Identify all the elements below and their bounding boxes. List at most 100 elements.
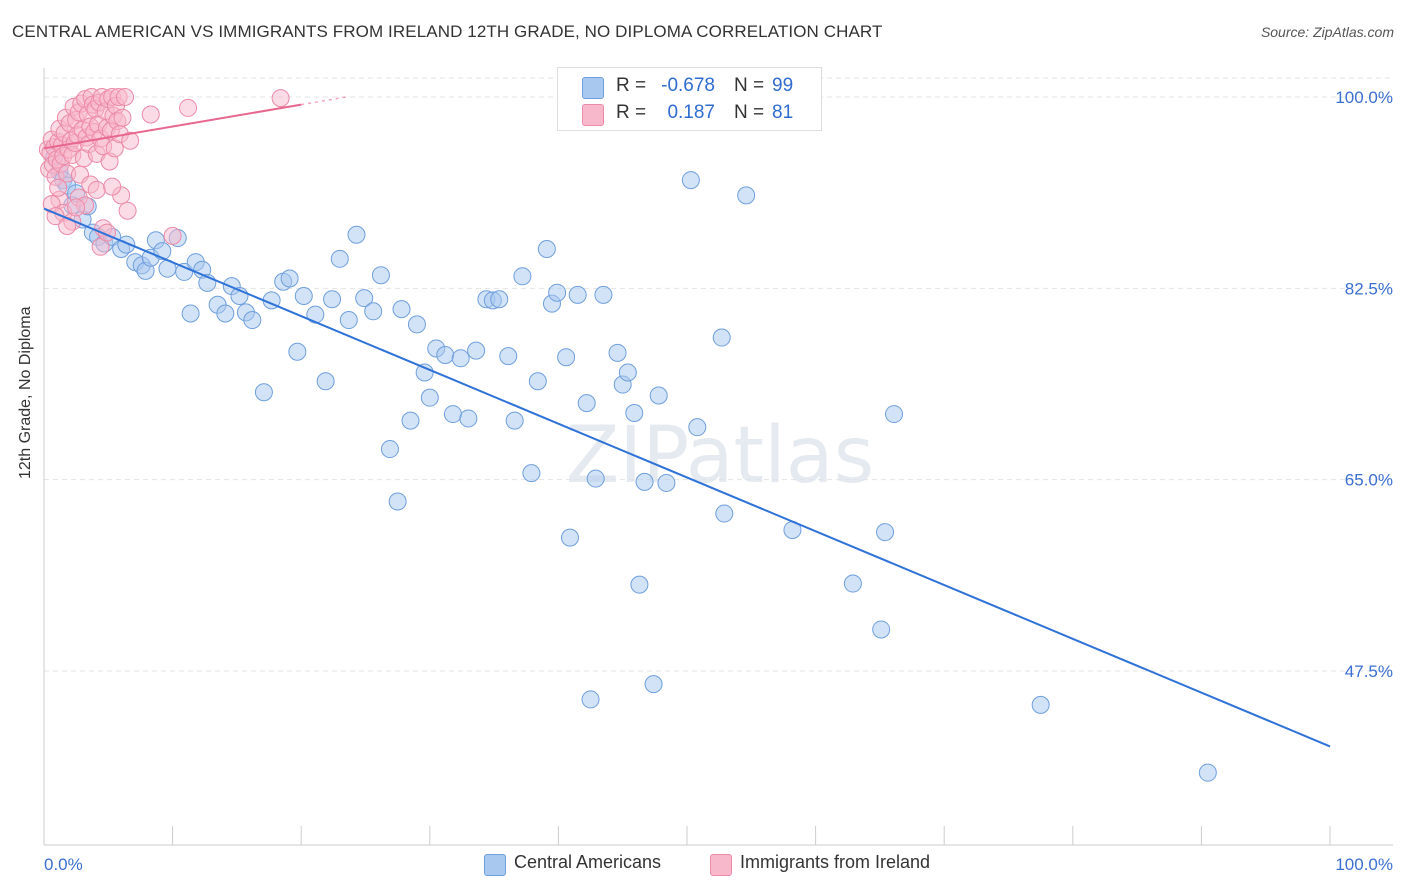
data-point <box>116 88 135 106</box>
data-point <box>467 341 486 360</box>
legend-swatch-blue <box>484 854 506 876</box>
data-point <box>103 177 122 196</box>
data-point <box>459 409 478 428</box>
legend-n-label: N = <box>734 102 765 123</box>
chart-title: CENTRAL AMERICAN VS IMMIGRANTS FROM IREL… <box>12 22 883 41</box>
legend-r-label: R = <box>616 75 647 96</box>
data-point <box>715 504 734 523</box>
data-point <box>179 98 198 117</box>
data-point <box>688 418 707 437</box>
data-point <box>644 675 663 694</box>
data-point <box>843 574 862 593</box>
data-point <box>288 342 307 361</box>
data-point <box>505 411 524 430</box>
legend-label: Central Americans <box>514 852 662 872</box>
data-point <box>216 304 235 323</box>
data-point <box>630 575 649 594</box>
data-point <box>407 315 426 334</box>
data-point <box>87 180 106 199</box>
data-point <box>330 249 349 268</box>
legend-n-value: 99 <box>772 75 794 96</box>
y-tick-label: 65.0% <box>1345 471 1393 490</box>
data-point <box>347 225 366 244</box>
data-point <box>737 186 756 205</box>
data-point <box>560 528 579 547</box>
data-point <box>443 405 462 424</box>
data-point <box>1031 695 1050 714</box>
x-tick-labels: 0.0% 100.0% <box>44 855 1393 874</box>
legend-swatch-blue <box>582 77 604 99</box>
grid-lines <box>44 77 1393 672</box>
data-point <box>401 411 420 430</box>
data-point <box>113 108 132 127</box>
data-point <box>175 262 194 281</box>
data-point <box>528 372 547 391</box>
data-point <box>618 363 637 382</box>
data-point <box>163 226 182 245</box>
data-point <box>681 171 700 190</box>
data-point <box>294 286 313 305</box>
legend-r-label: R = <box>616 102 647 123</box>
watermark: ZIPatlas <box>566 411 874 501</box>
data-point <box>451 349 470 368</box>
legend-label: Immigrants from Ireland <box>740 852 931 872</box>
data-point <box>876 523 895 542</box>
data-point <box>586 469 605 488</box>
data-point <box>522 464 541 483</box>
data-point <box>548 283 567 302</box>
data-point <box>271 89 290 108</box>
x-tick-label: 100.0% <box>1335 855 1393 874</box>
legend-swatch-pink <box>710 854 732 876</box>
correlation-legend: R = -0.678 N = 99 R = 0.187 N = 81 <box>557 67 822 131</box>
legend-n-label: N = <box>734 75 765 96</box>
data-point <box>380 440 399 459</box>
data-point <box>557 348 576 367</box>
y-tick-label: 47.5% <box>1345 662 1393 681</box>
legend-row-central-americans: R = -0.678 N = 99 <box>558 74 821 100</box>
data-point <box>577 394 596 413</box>
data-point <box>118 201 137 220</box>
data-point <box>513 267 532 286</box>
data-point <box>254 383 273 402</box>
x-tick-label: 0.0% <box>44 855 83 874</box>
trend-line-extension <box>301 96 347 106</box>
data-point <box>420 388 439 407</box>
data-point <box>388 492 407 511</box>
legend-n-value: 81 <box>772 102 794 123</box>
data-point <box>355 289 374 308</box>
data-point <box>537 239 556 258</box>
legend-swatch-pink <box>582 104 604 126</box>
data-point <box>141 105 160 124</box>
data-point <box>280 269 299 288</box>
data-point <box>712 328 731 347</box>
data-point <box>594 285 613 304</box>
data-point <box>316 372 335 391</box>
y-tick-labels: 100.0% 82.5% 65.0% 47.5% <box>1335 88 1393 681</box>
data-point <box>121 131 140 150</box>
data-point <box>436 346 455 365</box>
data-point <box>625 403 644 422</box>
y-tick-label: 82.5% <box>1345 279 1393 298</box>
data-point <box>371 266 390 285</box>
data-point <box>243 311 262 330</box>
legend-row-immigrants-from-ireland: R = 0.187 N = 81 <box>558 101 821 127</box>
data-point <box>49 178 68 197</box>
legend-r-value: 0.187 <box>667 102 715 123</box>
source-credit: Source: ZipAtlas.com <box>1260 24 1394 40</box>
y-tick-label: 100.0% <box>1335 88 1393 107</box>
data-point <box>885 405 904 424</box>
data-point <box>872 620 891 639</box>
data-point <box>635 472 654 491</box>
data-point <box>568 285 587 304</box>
axes <box>43 68 1393 846</box>
data-point <box>323 290 342 309</box>
data-point <box>649 386 668 405</box>
data-point <box>67 198 86 217</box>
data-point <box>415 363 434 382</box>
data-point <box>581 690 600 709</box>
legend-r-value: -0.678 <box>661 75 715 96</box>
data-point <box>1198 763 1217 782</box>
trend-line-central-americans <box>43 207 1331 748</box>
data-point <box>392 300 411 319</box>
series-immigrants-from-ireland <box>38 88 290 256</box>
